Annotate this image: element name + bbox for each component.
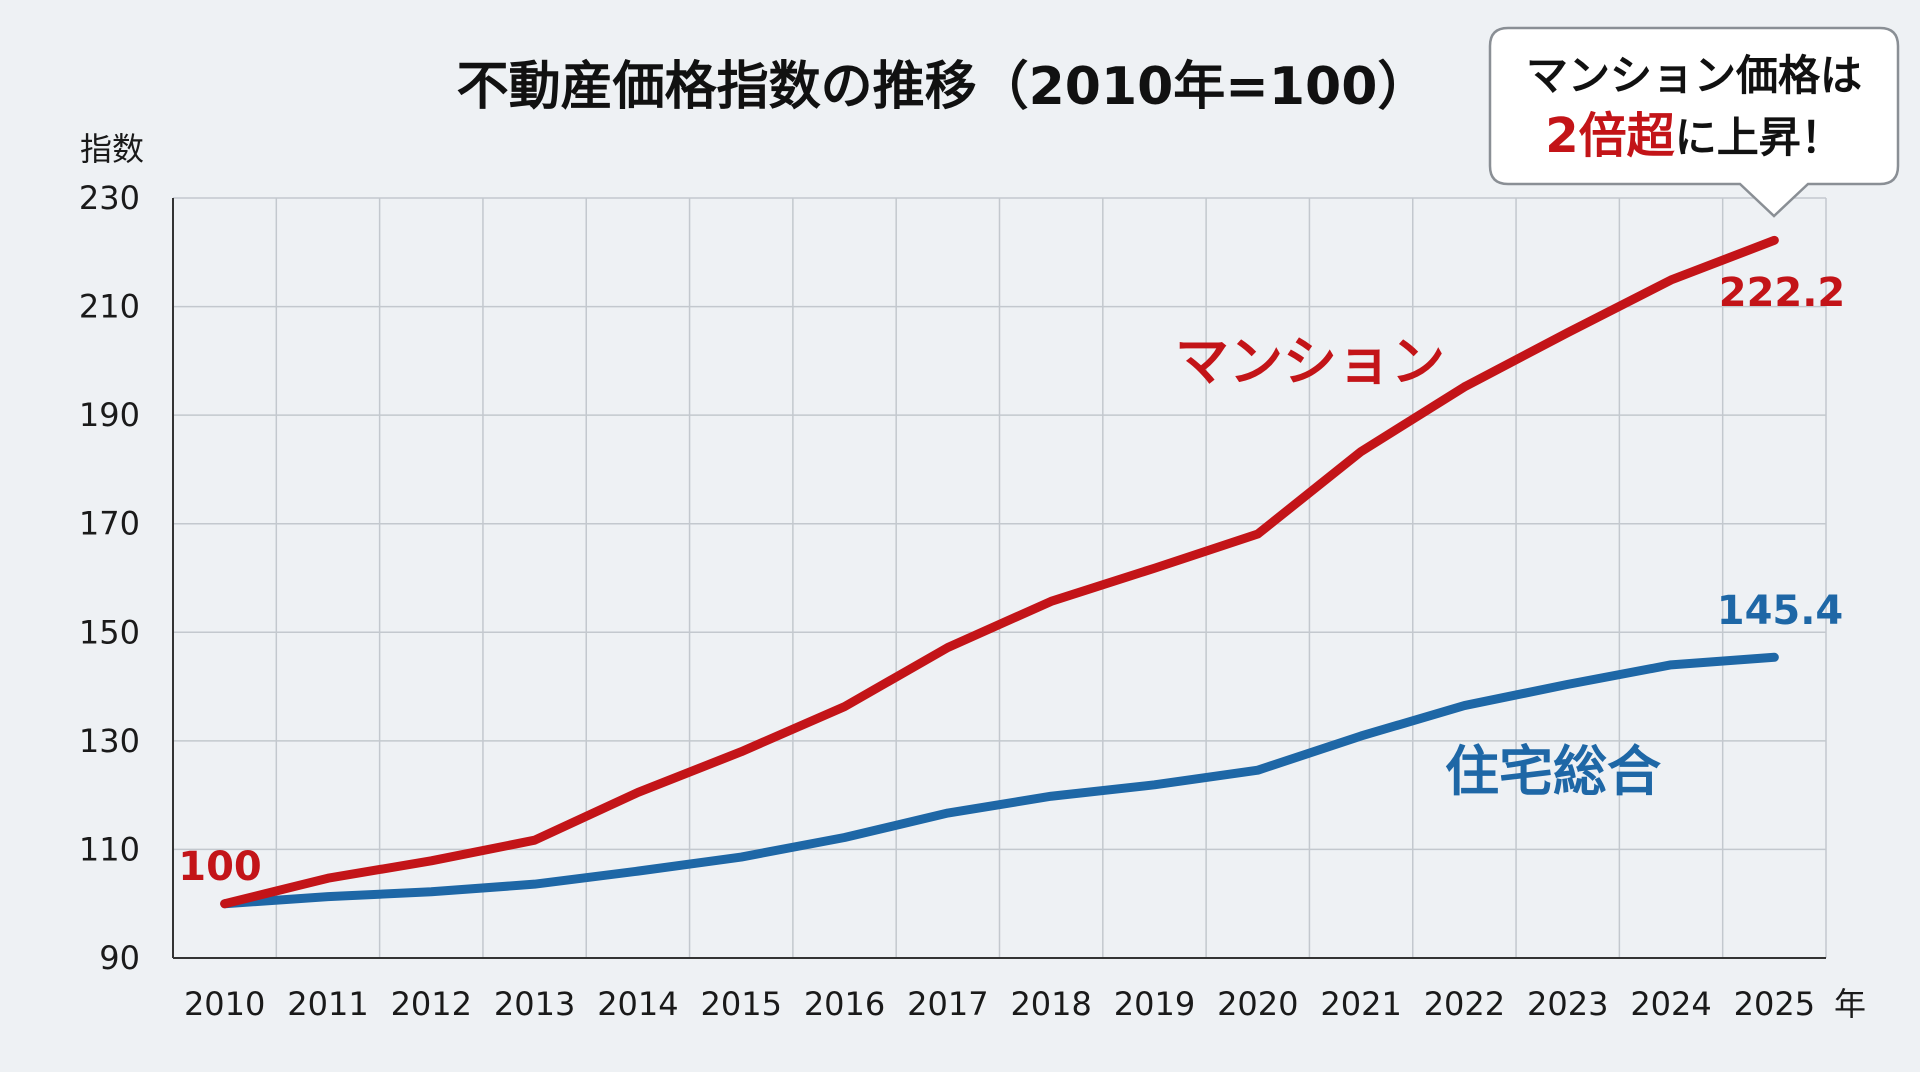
x-tick-label: 2021 — [1320, 985, 1401, 1023]
x-tick-label: 2024 — [1630, 985, 1711, 1023]
callout-rest: に上昇！ — [1675, 113, 1843, 162]
x-tick-label: 2014 — [597, 985, 678, 1023]
mansion-end-label: 222.2 — [1719, 270, 1846, 316]
x-tick-label: 2022 — [1424, 985, 1505, 1023]
x-tick-label: 2019 — [1114, 985, 1195, 1023]
grid — [172, 197, 1827, 959]
x-axis-label: 年 — [1834, 985, 1866, 1023]
y-tick-label: 90 — [99, 939, 140, 977]
y-tick-label: 210 — [79, 288, 140, 326]
series-label-mansion: マンション — [1175, 330, 1445, 393]
y-tick-label: 190 — [79, 396, 140, 434]
y-axis-label: 指数 — [80, 130, 144, 168]
callout-shape — [1488, 26, 1900, 218]
chart-title: 不動産価格指数の推移（2010年=100） — [457, 57, 1430, 117]
x-tick-label: 2023 — [1527, 985, 1608, 1023]
callout-line2: 2倍超に上昇！ — [1545, 108, 1842, 164]
x-tick-label: 2015 — [701, 985, 782, 1023]
y-tick-label: 150 — [79, 613, 140, 651]
y-tick-label: 170 — [79, 505, 140, 543]
series-lines — [220, 235, 1779, 909]
y-tick-label: 230 — [79, 179, 140, 217]
x-tick-label: 2025 — [1734, 985, 1815, 1023]
y-tick-label: 130 — [79, 722, 140, 760]
y-tick-label: 110 — [79, 830, 140, 868]
x-tick-label: 2010 — [184, 985, 265, 1023]
series-line-housing — [220, 652, 1779, 909]
series-label-housing: 住宅総合 — [1445, 740, 1661, 803]
callout-bubble: マンション価格は 2倍超に上昇！ — [1488, 26, 1900, 218]
x-tick-label: 2020 — [1217, 985, 1298, 1023]
x-tick-label: 2018 — [1010, 985, 1091, 1023]
x-tick-label: 2017 — [907, 985, 988, 1023]
tick-labels: 90 110 130 150 170 190 210 230 2010 2011 2012 2013 2… — [79, 179, 1815, 1023]
series-line-mansion — [220, 235, 1779, 909]
callout-line1: マンション価格は — [1526, 51, 1862, 100]
x-tick-label: 2012 — [391, 985, 472, 1023]
callout-highlight: 2倍超 — [1545, 108, 1675, 164]
x-tick-label: 2011 — [287, 985, 368, 1023]
start-value-label: 100 — [178, 844, 262, 890]
housing-end-label: 145.4 — [1717, 588, 1844, 634]
x-tick-label: 2013 — [494, 985, 575, 1023]
x-tick-label: 2016 — [804, 985, 885, 1023]
